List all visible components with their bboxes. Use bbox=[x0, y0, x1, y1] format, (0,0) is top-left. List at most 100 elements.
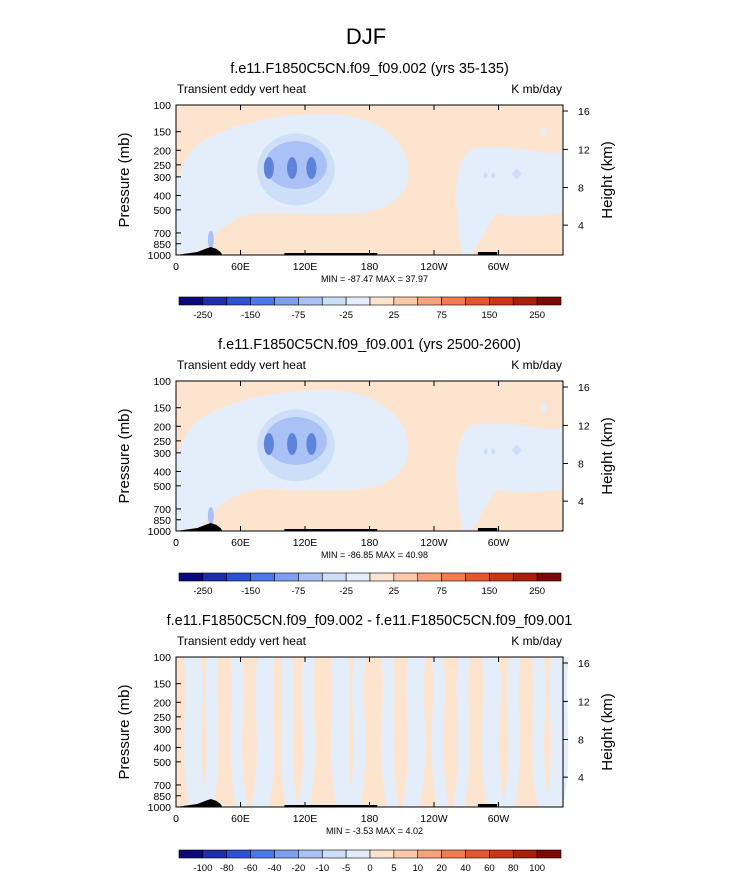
colorbar-box bbox=[536, 849, 562, 859]
y-tick-label: 400 bbox=[153, 742, 171, 754]
x-tick-label: 120W bbox=[420, 537, 448, 549]
colorbar-box bbox=[441, 572, 466, 582]
contour-region bbox=[431, 657, 449, 807]
colorbar-box bbox=[274, 296, 299, 306]
terrain bbox=[176, 247, 223, 255]
colorbar-box bbox=[465, 572, 490, 582]
colorbar-box bbox=[393, 296, 419, 306]
panel-1: f.e11.F1850C5CN.f09_f09.002 (yrs 35-135)… bbox=[116, 61, 616, 321]
y-tick-label: 700 bbox=[153, 228, 171, 240]
y-tick-label: 400 bbox=[153, 190, 171, 202]
colorbar-label: -250 bbox=[193, 310, 212, 321]
y-tick-label: 500 bbox=[153, 481, 171, 493]
colorbar-label: 60 bbox=[484, 863, 495, 872]
y-right-tick-label: 12 bbox=[578, 420, 590, 432]
colorbar-label: 0 bbox=[367, 863, 372, 872]
y-right-tick-label: 16 bbox=[578, 106, 590, 118]
colorbar-box bbox=[512, 849, 538, 859]
contour-region bbox=[306, 433, 317, 455]
colorbar-box bbox=[226, 296, 251, 306]
colorbar-label: -40 bbox=[268, 863, 282, 872]
contour-region bbox=[306, 157, 317, 179]
contour-region bbox=[287, 157, 298, 179]
colorbar-box bbox=[417, 296, 442, 306]
colorbar-label: -5 bbox=[342, 863, 350, 872]
colorbar-box bbox=[250, 296, 275, 306]
colorbar-box bbox=[274, 849, 299, 859]
contour-region bbox=[263, 157, 274, 179]
colorbar-label: 10 bbox=[412, 863, 423, 872]
contour-region bbox=[230, 657, 248, 807]
colorbar-box bbox=[321, 296, 347, 306]
colorbar-box bbox=[536, 572, 562, 582]
colorbar-label: -20 bbox=[292, 863, 306, 872]
colorbar-box bbox=[369, 849, 395, 859]
colorbar-box bbox=[298, 572, 323, 582]
colorbar-label: 75 bbox=[436, 310, 447, 321]
colorbar-box bbox=[393, 849, 419, 859]
colorbar-label: 150 bbox=[481, 586, 497, 597]
y-tick-label: 1000 bbox=[148, 802, 172, 814]
y-right-tick-label: 8 bbox=[578, 735, 584, 747]
contour-region bbox=[532, 657, 550, 807]
contour-region bbox=[491, 448, 496, 455]
colorbar-label: -75 bbox=[292, 310, 306, 321]
x-tick-label: 0 bbox=[173, 813, 179, 825]
contour-region bbox=[491, 172, 496, 179]
y-right-tick-label: 4 bbox=[578, 496, 584, 508]
y-right-tick-label: 8 bbox=[578, 183, 584, 195]
colorbar-box bbox=[441, 296, 466, 306]
x-tick-label: 60E bbox=[231, 537, 250, 549]
x-tick-label: 120E bbox=[293, 813, 318, 825]
contour-region bbox=[402, 657, 426, 807]
colorbar-box bbox=[369, 572, 395, 582]
colorbar-box bbox=[369, 296, 395, 306]
x-tick-label: 0 bbox=[173, 537, 179, 549]
terrain bbox=[477, 528, 498, 531]
contour-region bbox=[280, 657, 298, 807]
x-tick-label: 60W bbox=[488, 537, 510, 549]
colorbar-box bbox=[512, 296, 538, 306]
colorbar-box bbox=[345, 296, 371, 306]
x-tick-label: 120E bbox=[293, 261, 318, 273]
contour-region bbox=[483, 172, 488, 179]
colorbar-box bbox=[202, 572, 228, 582]
left-string: Transient eddy vert heat bbox=[177, 358, 307, 372]
right-string: K mb/day bbox=[511, 634, 562, 648]
y-tick-label: 100 bbox=[153, 376, 171, 388]
x-tick-label: 60E bbox=[231, 813, 250, 825]
colorbar-box bbox=[298, 296, 323, 306]
colorbar-box bbox=[417, 849, 442, 859]
y-tick-label: 850 bbox=[153, 239, 171, 251]
y-axis-label: Pressure (mb) bbox=[116, 684, 133, 779]
colorbar-box bbox=[417, 572, 442, 582]
colorbar-label: 250 bbox=[529, 586, 545, 597]
contour-region bbox=[381, 657, 399, 807]
colorbar-label: -25 bbox=[339, 310, 353, 321]
terrain bbox=[284, 253, 378, 255]
y-right-axis-label: Height (km) bbox=[599, 417, 616, 495]
y-tick-label: 100 bbox=[153, 100, 171, 112]
y-tick-label: 400 bbox=[153, 466, 171, 478]
contour-region bbox=[456, 147, 563, 255]
colorbar-box bbox=[250, 572, 275, 582]
figure-title: DJF bbox=[346, 24, 386, 49]
y-tick-label: 150 bbox=[153, 403, 171, 415]
colorbar-box bbox=[393, 572, 419, 582]
contour-region bbox=[452, 657, 471, 807]
colorbar-label: 250 bbox=[529, 310, 545, 321]
panel-title: f.e11.F1850C5CN.f09_f09.002 - f.e11.F185… bbox=[167, 613, 573, 629]
x-tick-label: 0 bbox=[173, 261, 179, 273]
colorbar-box bbox=[226, 849, 251, 859]
y-tick-label: 1000 bbox=[148, 526, 172, 538]
contour-region bbox=[540, 403, 547, 413]
colorbar-label: 80 bbox=[508, 863, 519, 872]
contour-region bbox=[183, 657, 207, 807]
colorbar-box bbox=[226, 572, 251, 582]
colorbar-box bbox=[536, 296, 562, 306]
contour-region bbox=[348, 657, 366, 807]
y-tick-label: 300 bbox=[153, 724, 171, 736]
contour-region bbox=[456, 423, 563, 531]
y-right-tick-label: 4 bbox=[578, 220, 584, 232]
contour-region bbox=[481, 657, 505, 807]
